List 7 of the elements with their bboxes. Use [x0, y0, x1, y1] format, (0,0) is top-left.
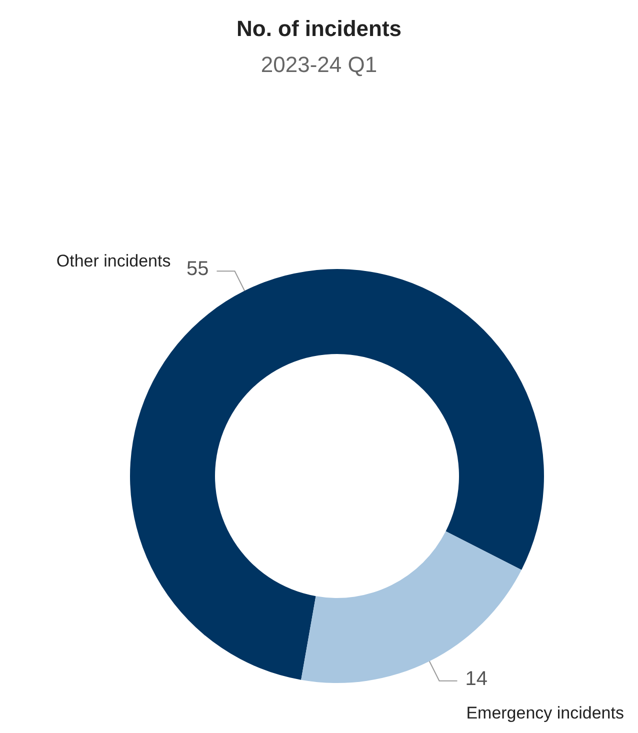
chart-title: No. of incidents	[236, 16, 402, 42]
data-label: 55	[186, 258, 209, 280]
data-label: 14	[465, 668, 488, 690]
slice-label: Other incidents	[56, 252, 171, 271]
slice-label: Emergency incidents	[466, 703, 624, 722]
donut-slice	[301, 531, 522, 683]
chart-subtitle: 2023-24 Q1	[260, 52, 378, 78]
